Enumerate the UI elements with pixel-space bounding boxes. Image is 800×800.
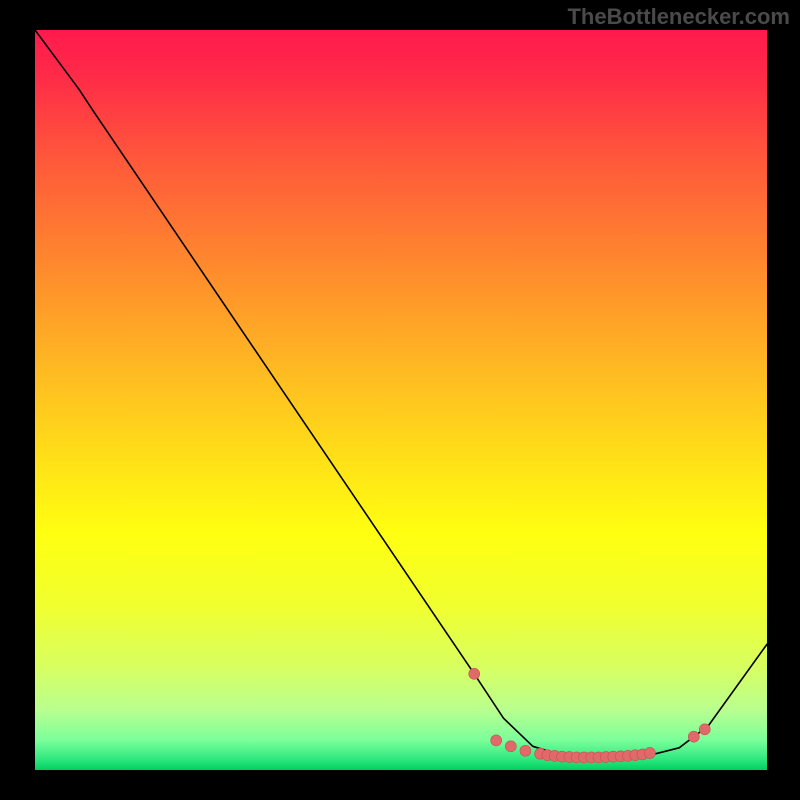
data-marker bbox=[520, 745, 531, 756]
data-marker bbox=[469, 668, 480, 679]
plot-area bbox=[35, 30, 767, 770]
chart-container: TheBottlenecker.com bbox=[0, 0, 800, 800]
data-marker bbox=[688, 731, 699, 742]
data-marker bbox=[505, 741, 516, 752]
data-marker bbox=[491, 735, 502, 746]
gradient-background bbox=[35, 30, 767, 770]
data-marker bbox=[644, 747, 655, 758]
watermark-text: TheBottlenecker.com bbox=[567, 4, 790, 30]
data-marker bbox=[699, 724, 710, 735]
chart-svg bbox=[35, 30, 767, 770]
